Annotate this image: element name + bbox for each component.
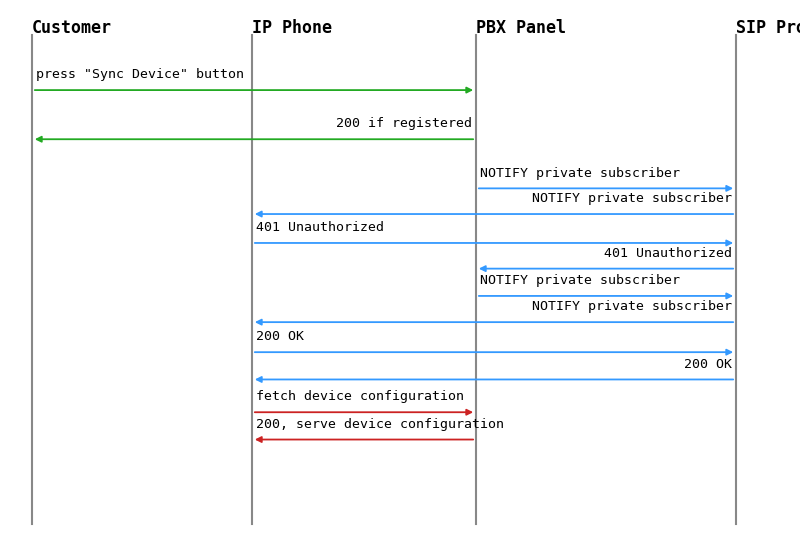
Text: NOTIFY private subscriber: NOTIFY private subscriber bbox=[480, 167, 680, 180]
Text: 200 OK: 200 OK bbox=[256, 330, 304, 343]
Text: 200, serve device configuration: 200, serve device configuration bbox=[256, 418, 504, 431]
Text: Customer: Customer bbox=[32, 19, 112, 37]
Text: 401 Unauthorized: 401 Unauthorized bbox=[604, 247, 732, 260]
Text: PBX Panel: PBX Panel bbox=[476, 19, 566, 37]
Text: press "Sync Device" button: press "Sync Device" button bbox=[36, 68, 244, 81]
Text: NOTIFY private subscriber: NOTIFY private subscriber bbox=[532, 300, 732, 313]
Text: IP Phone: IP Phone bbox=[252, 19, 332, 37]
Text: 401 Unauthorized: 401 Unauthorized bbox=[256, 221, 384, 234]
Text: 200 OK: 200 OK bbox=[684, 358, 732, 371]
Text: fetch device configuration: fetch device configuration bbox=[256, 390, 464, 403]
Text: SIP Proxy: SIP Proxy bbox=[736, 19, 800, 37]
Text: 200 if registered: 200 if registered bbox=[336, 117, 472, 130]
Text: NOTIFY private subscriber: NOTIFY private subscriber bbox=[532, 192, 732, 205]
Text: NOTIFY private subscriber: NOTIFY private subscriber bbox=[480, 274, 680, 287]
